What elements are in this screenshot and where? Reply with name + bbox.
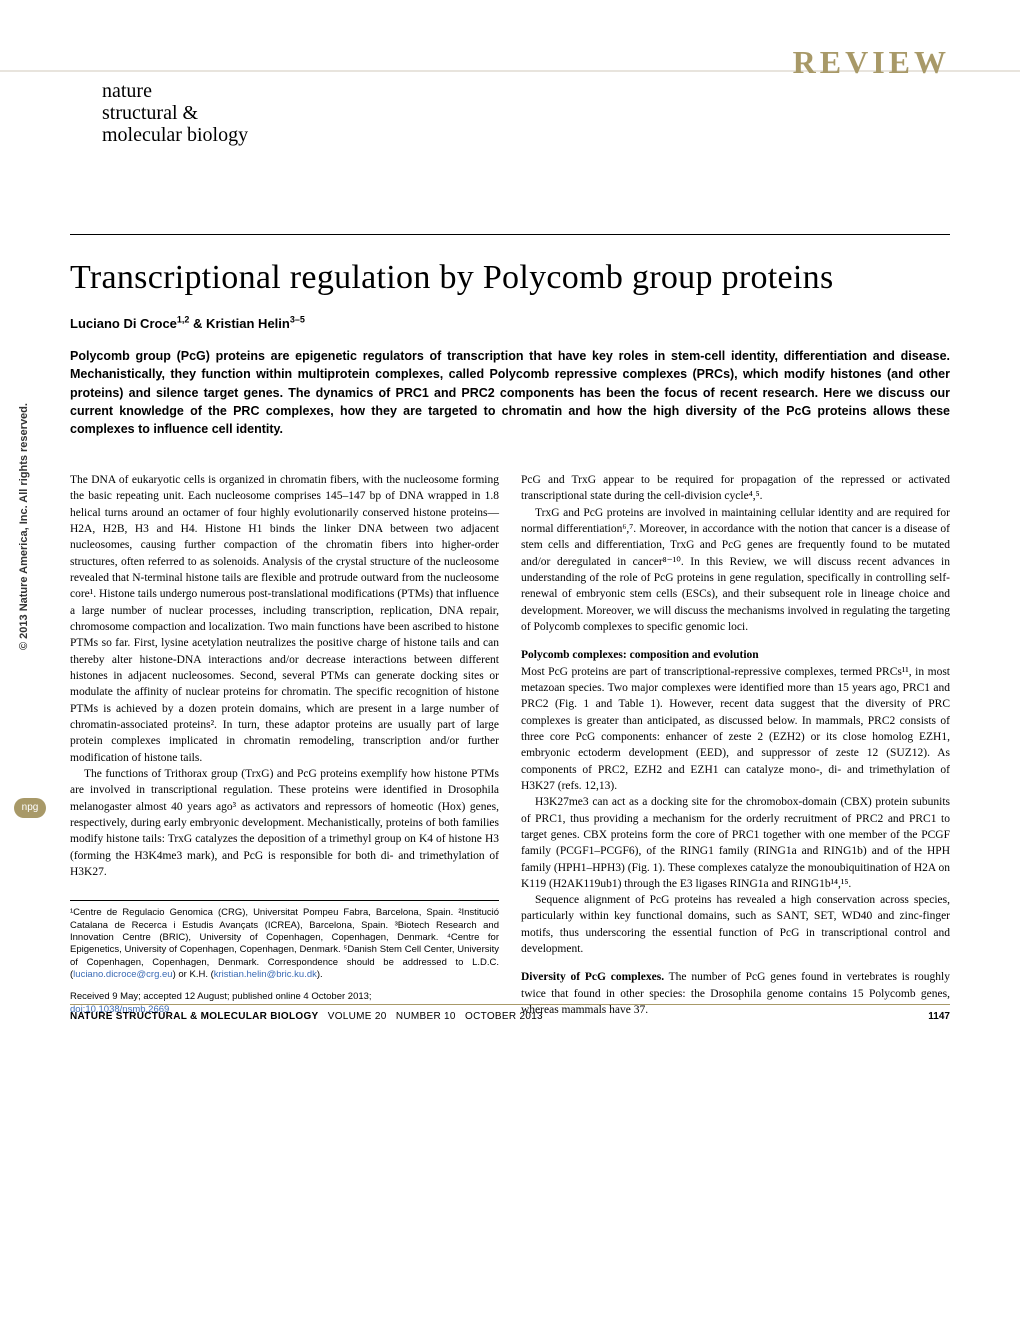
article-content: Transcriptional regulation by Polycomb g…	[70, 234, 950, 1018]
authors: Luciano Di Croce1,2 & Kristian Helin3–5	[70, 315, 950, 331]
paragraph: The functions of Trithorax group (TrxG) …	[70, 766, 499, 880]
email-link[interactable]: kristian.helin@bric.ku.dk	[214, 969, 317, 980]
title-rule	[70, 234, 950, 235]
footer-date: OCTOBER 2013	[465, 1011, 543, 1022]
received-text: Received 9 May; accepted 12 August; publ…	[70, 991, 372, 1002]
journal-name-line1: nature	[102, 80, 248, 102]
page-container: REVIEW nature structural & molecular bio…	[0, 0, 1020, 1048]
copyright-sidebar: © 2013 Nature America, Inc. All rights r…	[18, 403, 30, 650]
affiliations-mid: ) or K.H. (	[173, 969, 214, 980]
npg-badge: npg	[14, 798, 46, 818]
review-label: REVIEW	[793, 44, 950, 81]
paragraph: H3K27me3 can act as a docking site for t…	[521, 794, 950, 892]
paragraph: Sequence alignment of PcG proteins has r…	[521, 892, 950, 957]
journal-name-line2: structural &	[102, 102, 248, 124]
footer-page-number: 1147	[928, 1011, 950, 1022]
subsection-heading: Diversity of PcG complexes.	[521, 971, 664, 983]
footer-citation: NATURE STRUCTURAL & MOLECULAR BIOLOGY VO…	[70, 1011, 543, 1022]
affiliations-block: ¹Centre de Regulacio Genomica (CRG), Uni…	[70, 900, 499, 981]
footer-journal: NATURE STRUCTURAL & MOLECULAR BIOLOGY	[70, 1011, 319, 1022]
column-right: PcG and TrxG appear to be required for p…	[521, 472, 950, 1019]
section-heading: Polycomb complexes: composition and evol…	[521, 647, 950, 663]
footer-number: NUMBER 10	[396, 1011, 456, 1022]
paragraph: Most PcG proteins are part of transcript…	[521, 664, 950, 795]
affiliations-end: ).	[317, 969, 323, 980]
footer-volume: VOLUME 20	[328, 1011, 387, 1022]
paragraph: PcG and TrxG appear to be required for p…	[521, 472, 950, 505]
column-left: The DNA of eukaryotic cells is organized…	[70, 472, 499, 1019]
journal-logo: nature structural & molecular biology	[102, 80, 248, 146]
abstract: Polycomb group (PcG) proteins are epigen…	[70, 347, 950, 438]
paragraph: TrxG and PcG proteins are involved in ma…	[521, 505, 950, 636]
body-columns: The DNA of eukaryotic cells is organized…	[70, 472, 950, 1019]
journal-name-line3: molecular biology	[102, 124, 248, 146]
paragraph: The DNA of eukaryotic cells is organized…	[70, 472, 499, 766]
authors-text: Luciano Di Croce1,2 & Kristian Helin3–5	[70, 316, 305, 331]
email-link[interactable]: luciano.dicroce@crg.eu	[73, 969, 172, 980]
article-title: Transcriptional regulation by Polycomb g…	[70, 259, 950, 297]
page-footer: NATURE STRUCTURAL & MOLECULAR BIOLOGY VO…	[70, 1004, 950, 1022]
